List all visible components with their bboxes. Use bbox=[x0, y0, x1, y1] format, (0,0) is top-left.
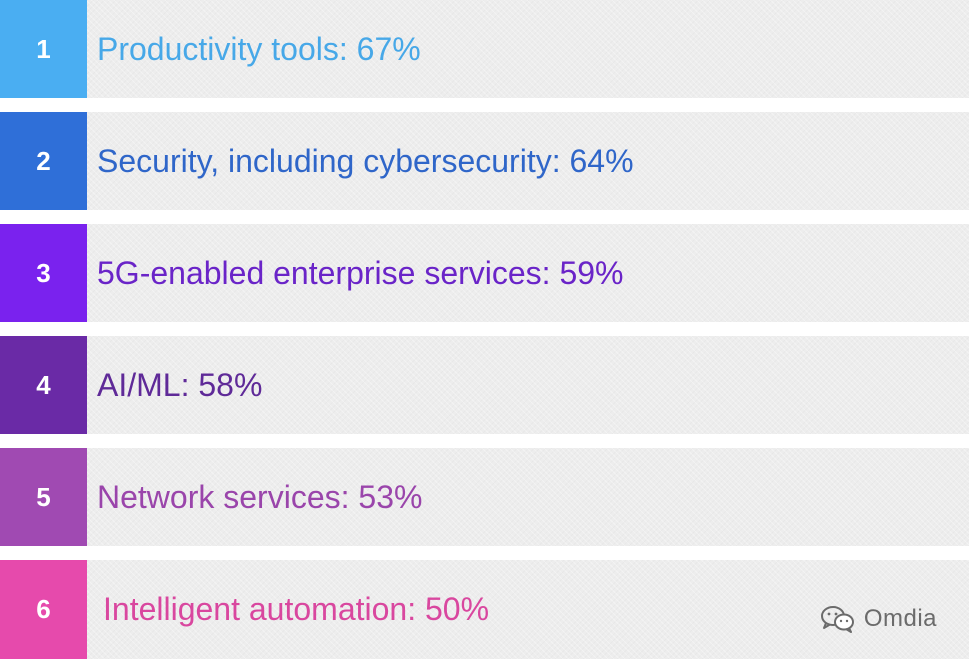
rank-number-box: 6 bbox=[0, 560, 87, 659]
item-text-box: Productivity tools: 67% bbox=[87, 0, 969, 98]
item-text-box: 5G-enabled enterprise services: 59% bbox=[87, 224, 969, 322]
item-text-box: AI/ML: 58% bbox=[87, 336, 969, 434]
list-item: 3 5G-enabled enterprise services: 59% bbox=[0, 224, 969, 322]
list-item: 2 Security, including cybersecurity: 64% bbox=[0, 112, 969, 210]
rank-number: 5 bbox=[36, 481, 51, 512]
rank-number-box: 5 bbox=[0, 448, 87, 546]
rank-number: 6 bbox=[36, 594, 51, 624]
item-text-box: Security, including cybersecurity: 64% bbox=[87, 112, 969, 210]
item-label: AI/ML: 58% bbox=[97, 366, 263, 403]
item-label: 5G-enabled enterprise services: 59% bbox=[97, 254, 624, 291]
rank-number-box: 1 bbox=[0, 0, 87, 98]
wechat-icon bbox=[820, 605, 856, 633]
rank-number: 4 bbox=[36, 369, 51, 400]
rank-number-box: 3 bbox=[0, 224, 87, 322]
rank-number-box: 4 bbox=[0, 336, 87, 434]
list-item: 4 AI/ML: 58% bbox=[0, 336, 969, 434]
list-item: 1 Productivity tools: 67% bbox=[0, 0, 969, 98]
item-text-box: Network services: 53% bbox=[87, 448, 969, 546]
item-label: Intelligent automation: 50% bbox=[103, 591, 490, 627]
list-item: 5 Network services: 53% bbox=[0, 448, 969, 546]
item-label: Network services: 53% bbox=[97, 478, 423, 515]
rank-number: 1 bbox=[36, 33, 51, 64]
watermark-text: Omdia bbox=[863, 605, 937, 632]
rank-number: 3 bbox=[36, 257, 51, 288]
rank-number: 2 bbox=[36, 145, 51, 176]
item-label: Productivity tools: 67% bbox=[97, 30, 421, 67]
watermark: Omdia bbox=[820, 605, 937, 633]
item-label: Security, including cybersecurity: 64% bbox=[97, 142, 634, 179]
rank-number-box: 2 bbox=[0, 112, 87, 210]
